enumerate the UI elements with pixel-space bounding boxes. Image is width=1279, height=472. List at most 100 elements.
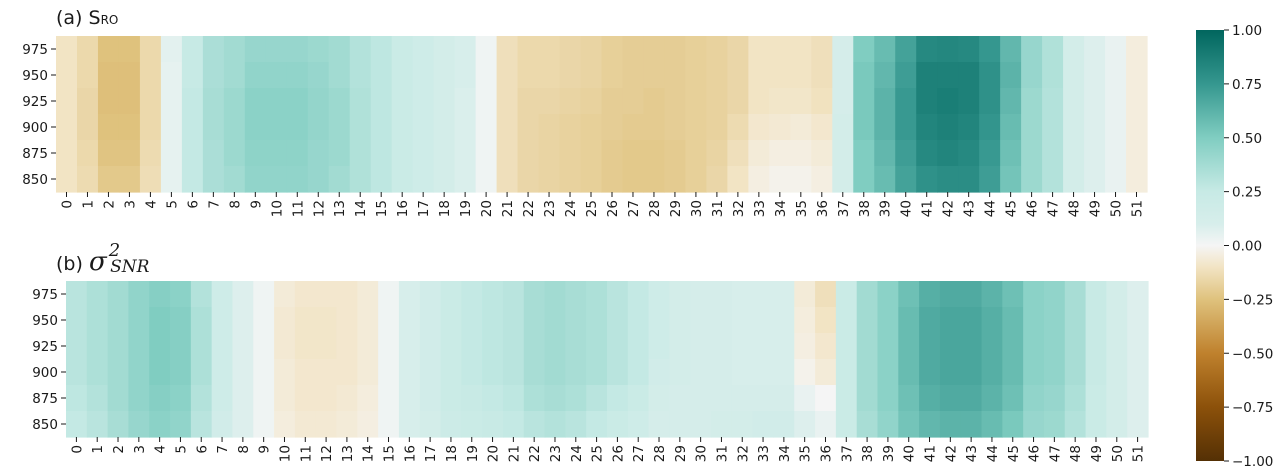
- heatmap-cell: [586, 385, 608, 412]
- heatmap-cell: [107, 411, 130, 438]
- panel-a-title-sub: RO: [101, 13, 119, 27]
- heatmap-cell: [336, 411, 358, 438]
- heatmap-cell: [244, 114, 267, 141]
- heatmap-cell: [895, 88, 917, 115]
- heatmap-cell: [391, 140, 414, 167]
- heatmap-cell: [482, 385, 504, 412]
- heatmap-cell: [706, 166, 728, 193]
- heatmap-cell: [580, 36, 603, 63]
- heatmap-cell: [107, 359, 130, 386]
- heatmap-cell: [1042, 36, 1064, 63]
- heatmap-cell: [607, 281, 629, 308]
- heatmap-cell: [748, 88, 770, 115]
- column-label: 40: [899, 200, 915, 217]
- heatmap-cell: [711, 411, 733, 438]
- heatmap-cell: [1085, 307, 1107, 334]
- heatmap-cell: [538, 36, 561, 63]
- column-label: 4: [143, 200, 159, 209]
- heatmap-cell: [107, 281, 130, 308]
- heatmap-cell: [1002, 385, 1024, 412]
- heatmap-cell: [128, 281, 150, 308]
- heatmap-cell: [939, 359, 962, 386]
- heatmap-cell: [181, 62, 204, 89]
- heatmap-cell: [1021, 140, 1043, 167]
- column-label: 5: [164, 200, 180, 209]
- heatmap-cell: [790, 166, 812, 193]
- heatmap-cell: [475, 88, 498, 115]
- heatmap-cell: [128, 385, 150, 412]
- heatmap-cell: [669, 333, 691, 360]
- heatmap-cell: [378, 307, 400, 334]
- heatmap-cell: [223, 114, 246, 141]
- heatmap-cell: [391, 36, 414, 63]
- heatmap-cell: [958, 62, 980, 89]
- heatmap-cell: [773, 307, 795, 334]
- heatmap-cell: [66, 385, 88, 412]
- heatmap-cell: [398, 359, 421, 386]
- heatmap-cell: [853, 88, 875, 115]
- row-label: 925: [32, 339, 58, 355]
- heatmap-cell: [853, 114, 875, 141]
- heatmap-cell: [1106, 307, 1128, 334]
- heatmap-cell: [856, 307, 879, 334]
- heatmap-cell: [939, 411, 962, 438]
- heatmap-cell: [580, 140, 603, 167]
- column-label: 25: [584, 200, 600, 217]
- heatmap-cell: [170, 359, 192, 386]
- heatmap-cell: [832, 88, 854, 115]
- heatmap-cell: [523, 411, 546, 438]
- column-label: 31: [710, 200, 726, 217]
- heatmap-cell: [253, 359, 275, 386]
- heatmap-cell: [1000, 62, 1022, 89]
- heatmap-cell: [349, 36, 372, 63]
- column-label: 49: [1089, 445, 1105, 462]
- heatmap-cell: [86, 385, 109, 412]
- heatmap-cell: [128, 411, 150, 438]
- heatmap-cell: [601, 114, 624, 141]
- heatmap-cell: [461, 307, 483, 334]
- heatmap-cell: [232, 385, 254, 412]
- heatmap-cell: [853, 62, 875, 89]
- heatmap-cell: [244, 140, 267, 167]
- heatmap-cell: [1106, 385, 1128, 412]
- heatmap-cell: [128, 307, 150, 334]
- heatmap-cell: [538, 88, 561, 115]
- heatmap-cell: [601, 62, 624, 89]
- heatmap-cell: [832, 166, 854, 193]
- heatmap-cell: [711, 307, 733, 334]
- column-label: 14: [353, 200, 369, 217]
- heatmap-cell: [877, 411, 899, 438]
- heatmap-cell: [874, 62, 896, 89]
- heatmap-cell: [517, 166, 540, 193]
- heatmap-cell: [211, 359, 234, 386]
- column-label: 18: [444, 445, 460, 462]
- heatmap-cell: [265, 62, 288, 89]
- heatmap-cell: [1126, 62, 1148, 89]
- heatmap-cell: [874, 140, 896, 167]
- panel-b-cells: [66, 281, 1149, 438]
- heatmap-cell: [307, 114, 330, 141]
- heatmap-cell: [586, 333, 608, 360]
- heatmap-cell: [627, 385, 650, 412]
- heatmap-cell: [565, 307, 587, 334]
- heatmap-cell: [107, 385, 130, 412]
- heatmap-cell: [502, 359, 525, 386]
- panel-b-title-sub: SNR: [110, 257, 150, 277]
- heatmap-cell: [648, 385, 671, 412]
- heatmap-cell: [274, 411, 296, 438]
- heatmap-cell: [419, 411, 442, 438]
- heatmap-cell: [139, 36, 162, 63]
- heatmap-cell: [706, 88, 728, 115]
- heatmap-cell: [190, 281, 213, 308]
- heatmap-cell: [939, 333, 962, 360]
- heatmap-cell: [790, 140, 812, 167]
- heatmap-cell: [1021, 88, 1043, 115]
- heatmap-cell: [97, 36, 120, 63]
- heatmap-cell: [433, 36, 456, 63]
- heatmap-cell: [1064, 385, 1087, 412]
- column-label: 30: [689, 200, 705, 217]
- heatmap-cell: [1106, 333, 1128, 360]
- heatmap-cell: [419, 307, 442, 334]
- column-label: 22: [521, 200, 537, 217]
- heatmap-cell: [773, 411, 795, 438]
